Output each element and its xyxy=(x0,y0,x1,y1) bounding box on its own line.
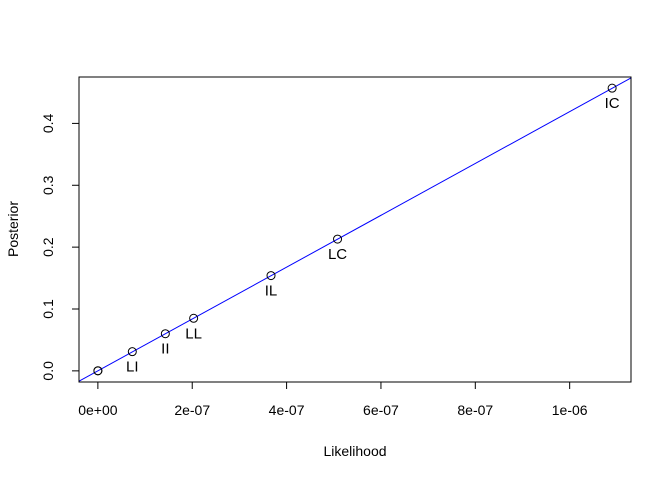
data-point xyxy=(127,347,137,357)
y-tick-label: 0.1 xyxy=(40,299,56,319)
data-point xyxy=(607,83,617,93)
y-tick-label: 0.0 xyxy=(40,361,56,381)
point-label: LI xyxy=(126,359,139,376)
data-point xyxy=(333,234,343,244)
data-point xyxy=(93,366,103,376)
fit-line-layer xyxy=(79,77,631,382)
x-tick-label: 6e-07 xyxy=(363,402,399,418)
axes-layer: 0e+00 2e-07 4e-07 6e-07 8e-07 1e-06 0.0 0.1 0.2 0… xyxy=(40,113,588,418)
point-label: IL xyxy=(265,283,278,300)
data-point xyxy=(160,329,170,339)
point-labels-layer: LI II LL IL LC IC xyxy=(126,95,620,376)
data-point xyxy=(189,313,199,323)
point-label: LC xyxy=(328,246,347,263)
x-axis-title: Likelihood xyxy=(323,443,386,459)
y-tick-label: 0.4 xyxy=(40,113,56,133)
x-tick-label: 2e-07 xyxy=(174,402,210,418)
x-tick-label: 4e-07 xyxy=(269,402,305,418)
y-tick-label: 0.2 xyxy=(40,237,56,257)
fit-line xyxy=(79,77,631,382)
points-layer xyxy=(93,83,617,376)
point-label: IC xyxy=(605,95,620,112)
x-tick-label: 0e+00 xyxy=(78,402,118,418)
y-axis-title: Posterior xyxy=(5,201,21,257)
y-tick-label: 0.3 xyxy=(40,175,56,195)
x-tick-label: 1e-06 xyxy=(552,402,588,418)
plot-frame xyxy=(78,76,632,383)
x-tick-label: 8e-07 xyxy=(457,402,493,418)
point-label: LL xyxy=(185,325,202,342)
point-label: II xyxy=(161,341,169,358)
data-point xyxy=(266,271,276,281)
